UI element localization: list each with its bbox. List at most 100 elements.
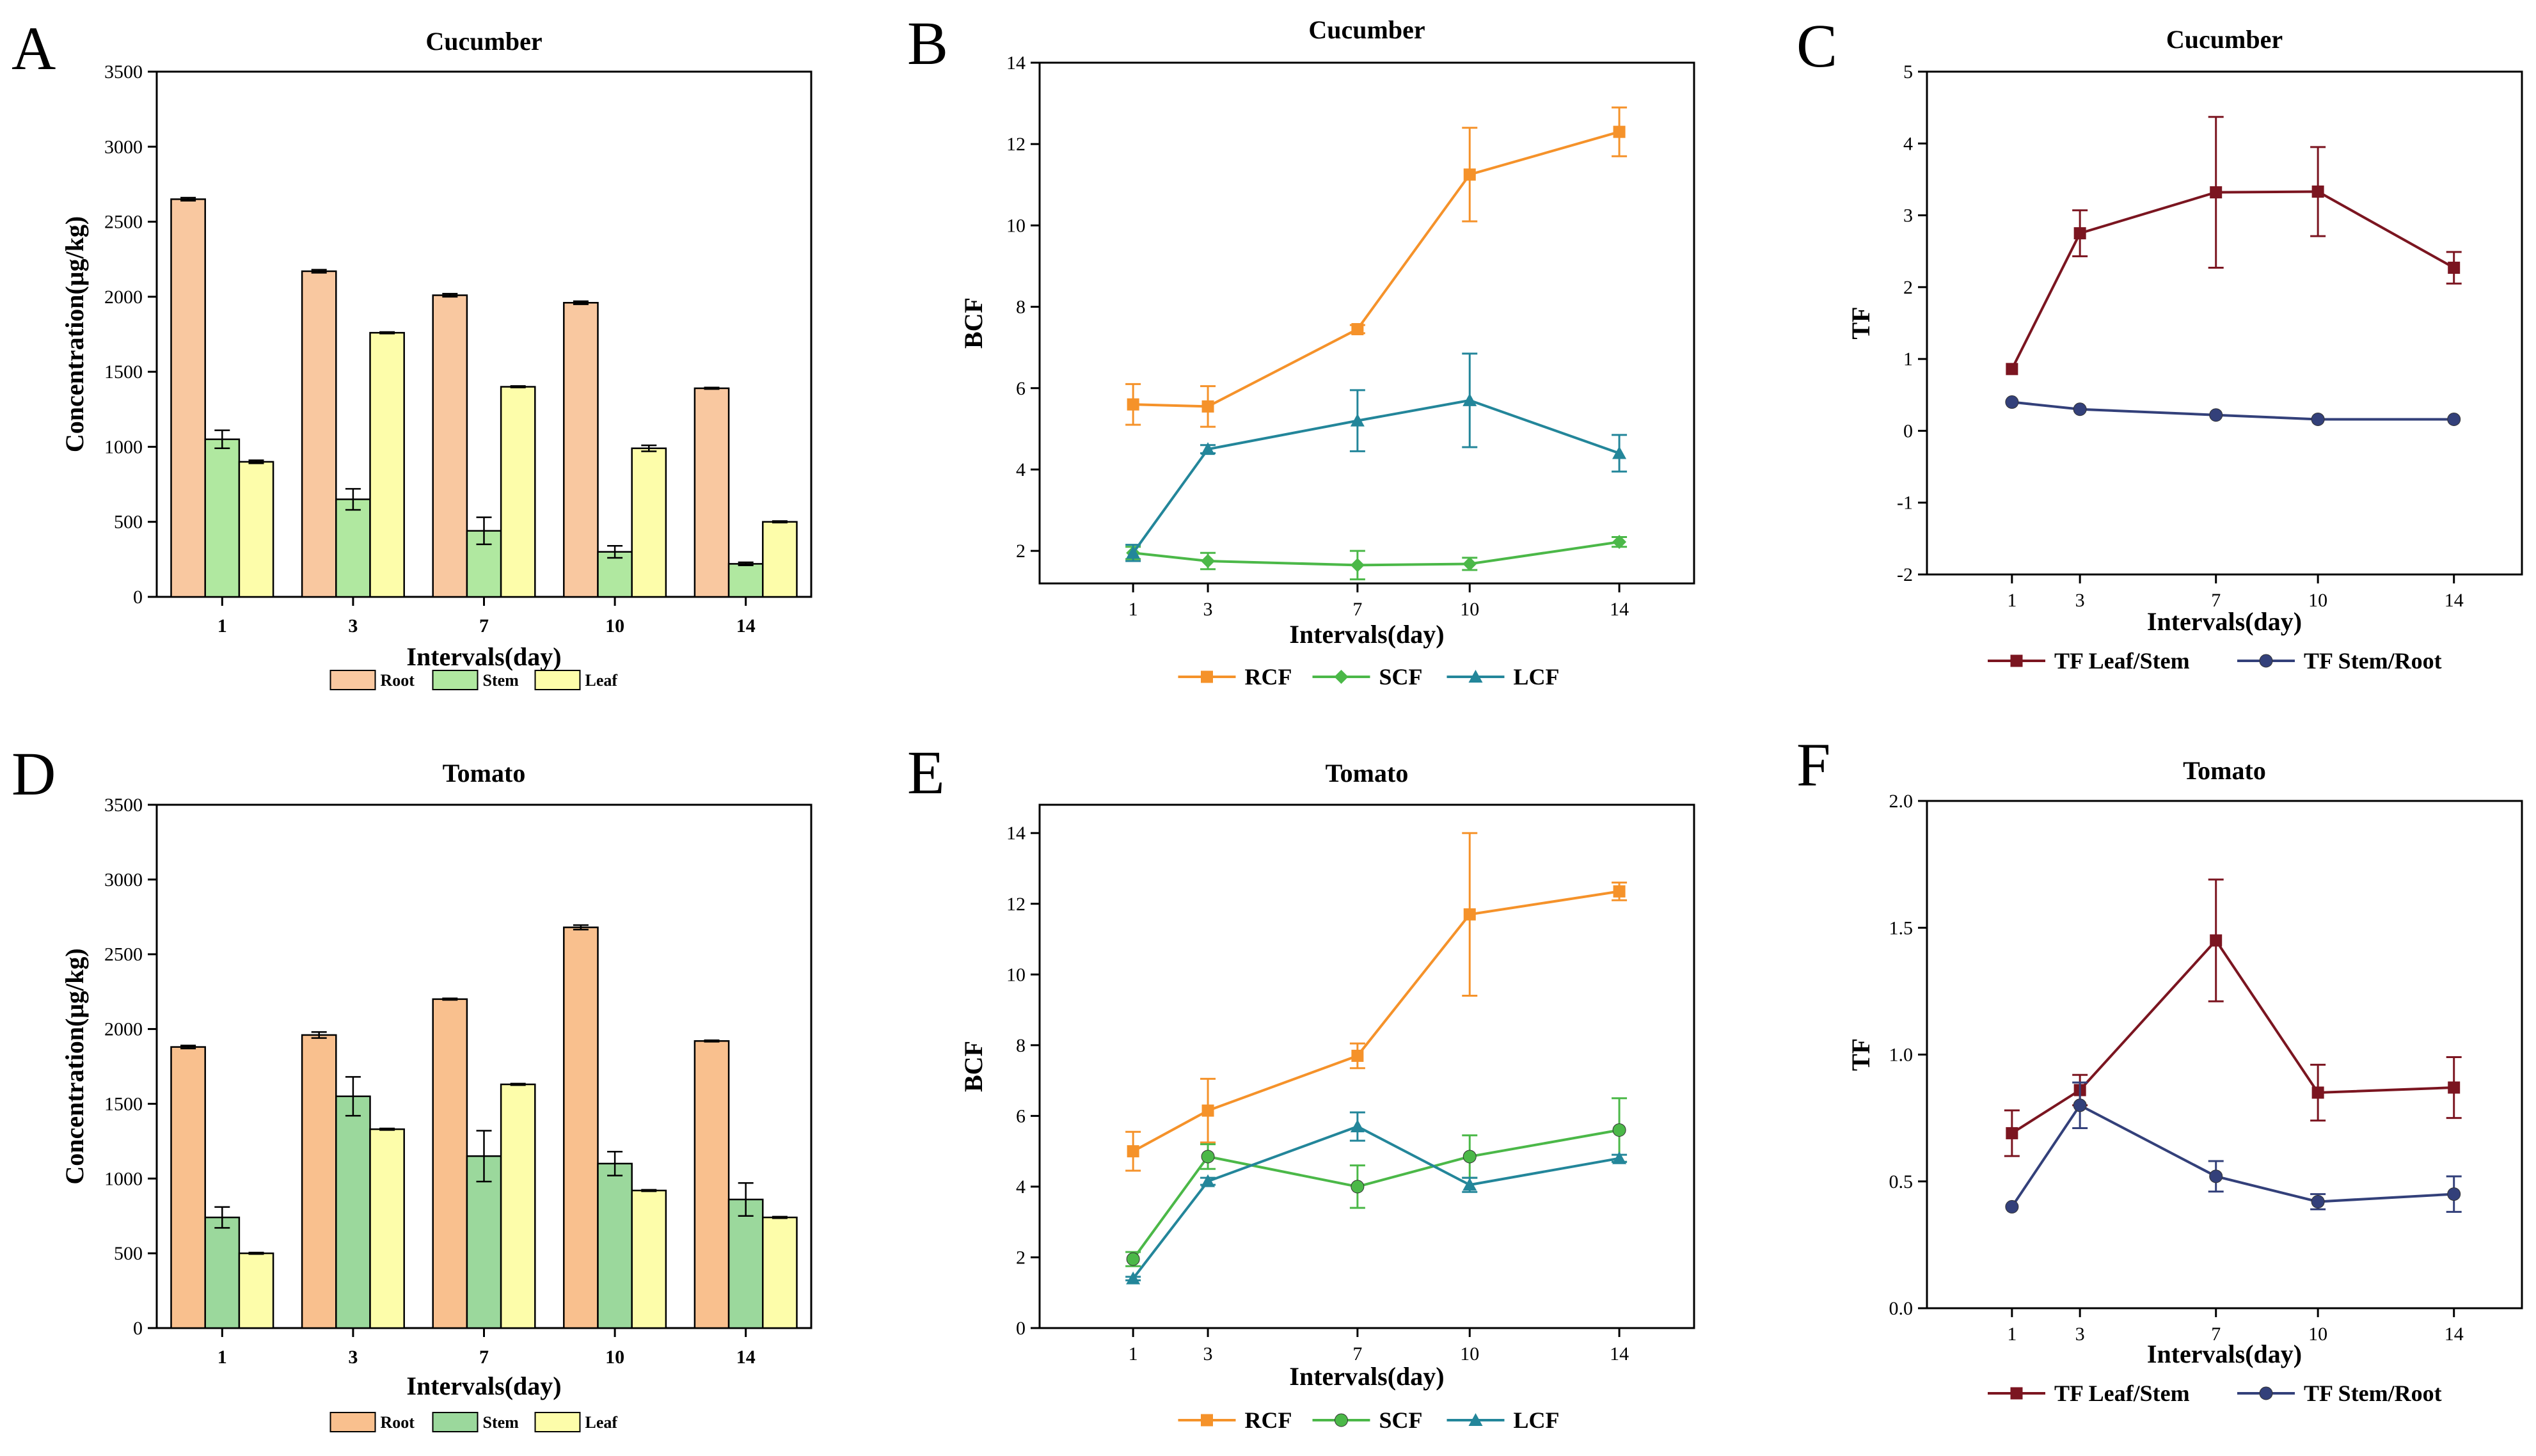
legend-label-leaf: Leaf — [585, 671, 618, 690]
legend-label-rcf: RCF — [1245, 1407, 1292, 1433]
y-tick-label: 1000 — [104, 436, 143, 457]
data-point-rcf — [1351, 323, 1364, 336]
bar-leaf — [238, 1252, 274, 1329]
x-tick-label: 10 — [2308, 590, 2327, 611]
x-tick-label: 7 — [1352, 1343, 1362, 1365]
data-point-tf-stem-root — [2209, 1169, 2223, 1183]
y-tick-label: 1500 — [104, 1093, 143, 1114]
x-axis-label: Intervals(day) — [406, 1372, 561, 1400]
y-tick-label: 0 — [1016, 1318, 1026, 1339]
bar-stem — [335, 1095, 371, 1329]
x-tick-label: 14 — [2445, 1324, 2464, 1345]
y-tick-label: 2000 — [104, 1019, 143, 1040]
x-tick-label: 14 — [736, 1347, 756, 1368]
legend-swatch-leaf — [534, 1412, 581, 1432]
plot-frame — [1038, 803, 1695, 1329]
series-line-rcf — [1133, 131, 1620, 408]
data-point-scf — [1350, 558, 1365, 573]
data-point-lcf — [1350, 1119, 1365, 1132]
legend-swatch-leaf — [534, 670, 581, 690]
series-line-lcf — [1132, 399, 1620, 554]
y-tick-label: 3500 — [104, 795, 143, 816]
y-tick-label: 2 — [1016, 541, 1026, 562]
data-point-tf-leaf-stem — [2311, 1086, 2324, 1099]
y-tick-label: 3000 — [104, 869, 143, 890]
bar-leaf — [762, 1216, 798, 1329]
y-tick-label: 8 — [1016, 297, 1026, 318]
x-tick-label: 1 — [218, 1347, 227, 1368]
data-point-tf-leaf-stem — [2210, 186, 2223, 199]
panel-letter-f: F — [1796, 731, 1830, 799]
x-tick-label: 14 — [1610, 1343, 1629, 1365]
legend-label-tf-leaf-stem: TF Leaf/Stem — [2054, 1381, 2190, 1406]
panel-letter-b: B — [907, 9, 948, 77]
data-point-tf-leaf-stem — [2006, 1127, 2018, 1139]
chart-panel-c: Cucumber -2 -1 0 1 2 3 4 5 TF Intervals(day) 1 3 7 10 1… — [1846, 25, 2523, 674]
y-tick-label: 1000 — [104, 1168, 143, 1189]
y-tick-label: 2.0 — [1889, 791, 1914, 812]
y-axis-label: BCF — [959, 1041, 988, 1092]
legend-marker-lcf — [1468, 1413, 1483, 1426]
bar-root — [170, 198, 206, 598]
x-tick-label: 14 — [1610, 599, 1629, 620]
data-point-tf-leaf-stem — [2006, 363, 2018, 376]
x-tick-label: 3 — [2075, 590, 2085, 611]
y-tick-label: 3 — [1903, 205, 1913, 226]
data-point-rcf — [1127, 398, 1139, 411]
x-tick-label: 7 — [479, 1347, 489, 1368]
series-line-tf-stem-root — [2011, 1104, 2454, 1208]
y-tick-label: 4 — [1016, 459, 1026, 480]
bar-leaf — [500, 386, 536, 598]
data-point-rcf — [1201, 1104, 1214, 1117]
data-point-tf-stem-root — [2209, 408, 2223, 422]
x-tick-label: 1 — [2007, 590, 2017, 611]
x-axis-label: Intervals(day) — [406, 642, 561, 671]
y-tick-label: 2 — [1903, 277, 1913, 298]
legend-marker-lcf — [1468, 670, 1483, 683]
bar-stem — [204, 438, 241, 598]
x-tick-label: 1 — [218, 615, 227, 637]
bar-root — [301, 1034, 337, 1329]
x-tick-label: 1 — [2007, 1324, 2017, 1345]
y-tick-label: 0 — [133, 1318, 143, 1339]
bar-root — [432, 294, 468, 598]
data-point-lcf — [1126, 1271, 1141, 1285]
chart-panel-f: Tomato 0.0 0.5 1.0 1.5 2.0 TF Intervals(day) 1 3 7… — [1846, 756, 2523, 1406]
x-tick-label: 10 — [605, 615, 624, 637]
bar-leaf — [762, 521, 798, 598]
bar-root — [170, 1046, 206, 1329]
legend-label-tf-stem-root: TF Stem/Root — [2304, 648, 2442, 674]
data-point-scf — [1462, 1150, 1477, 1164]
chart-panel-e: Tomato 0 2 4 6 8 10 12 14 BCF Intervals(day) 1 3 7 10 1… — [959, 759, 1695, 1433]
x-tick-label: 1 — [1129, 599, 1138, 620]
legend-swatch-stem — [432, 1412, 479, 1432]
legend-label-stem: Stem — [483, 1413, 519, 1432]
bar-leaf — [631, 447, 667, 598]
x-tick-label: 3 — [1203, 1343, 1213, 1365]
data-point-lcf — [1201, 1174, 1216, 1187]
x-axis-label: Intervals(day) — [2147, 1340, 2302, 1368]
chart-title: Cucumber — [425, 27, 542, 56]
y-tick-label: 6 — [1016, 378, 1026, 399]
panel-letter-a: A — [12, 14, 56, 83]
x-tick-label: 7 — [2211, 1324, 2221, 1345]
panel-letter-c: C — [1796, 12, 1837, 80]
bar-root — [432, 998, 468, 1329]
legend-label-root: Root — [381, 1413, 415, 1432]
bar-leaf — [500, 1083, 536, 1329]
x-tick-label: 14 — [736, 615, 756, 637]
data-point-tf-leaf-stem — [2448, 262, 2461, 274]
series-line-lcf — [1132, 1125, 1620, 1279]
y-tick-label: 14 — [1006, 52, 1026, 74]
chart-panel-a: Cucumber 0 500 1000 1500 2000 2500 3000 3500 Conc… — [60, 27, 812, 690]
legend-label-tf-stem-root: TF Stem/Root — [2304, 1381, 2442, 1406]
panel-letter-d: D — [12, 740, 56, 808]
bar-stem — [204, 1216, 241, 1329]
data-point-lcf — [1612, 446, 1627, 459]
data-point-lcf — [1350, 413, 1365, 427]
bar-root — [301, 270, 337, 598]
y-tick-label: 0.5 — [1889, 1171, 1914, 1192]
legend-label-rcf: RCF — [1245, 664, 1292, 690]
legend-swatch-root — [329, 670, 376, 690]
